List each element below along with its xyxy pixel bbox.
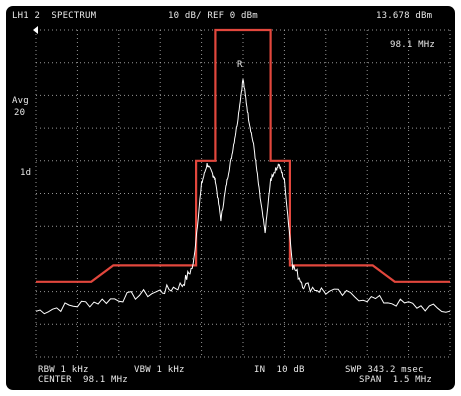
ref-level-readout: 13.678 dBm [376, 11, 433, 21]
spectrum-analyzer-screen: LH1 2 SPECTRUM 10 dB/ REF 0 dBm 13.678 d… [6, 6, 455, 390]
span-label: SPAN 1.5 MHz [359, 375, 433, 385]
avg-label: Avg [12, 96, 29, 106]
marker-label: R [237, 60, 243, 70]
reference-marker-icon [33, 26, 38, 34]
spectrum-trace [35, 79, 451, 315]
spectrum-plot [33, 26, 451, 358]
mask-limit-line [36, 28, 450, 283]
vbw-label: VBW 1 kHz [134, 365, 185, 375]
sweep-time-label: SWP 343.2 msec [345, 365, 424, 375]
rbw-label: RBW 1 kHz [38, 365, 89, 375]
trace-id-label: 1d [20, 168, 32, 178]
mode-label: LH1 2 SPECTRUM [12, 11, 97, 21]
marker-frequency-readout: 98.1 MHz [390, 40, 435, 50]
attenuation-label: IN 10 dB [254, 365, 305, 375]
scale-label: 10 dB/ REF 0 dBm [168, 11, 258, 21]
avg-count-label: 20 [14, 108, 26, 118]
center-frequency-label: CENTER 98.1 MHz [38, 375, 128, 385]
